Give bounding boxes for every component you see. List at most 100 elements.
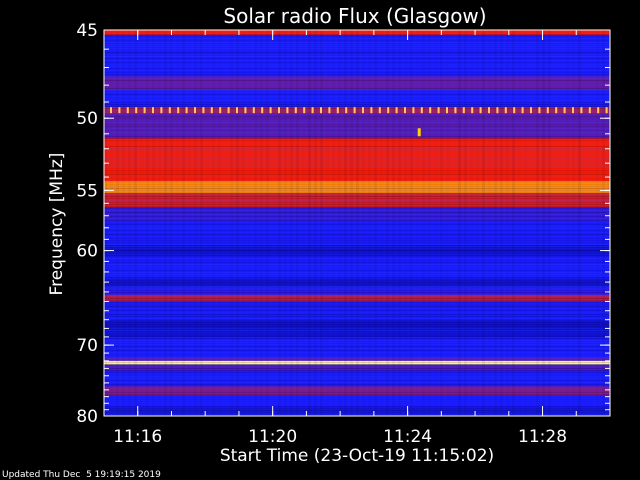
noise-streak bbox=[104, 388, 610, 389]
noise-streak bbox=[104, 398, 610, 399]
interference-dot bbox=[429, 107, 432, 114]
interference-dot bbox=[168, 107, 171, 114]
noise-streak bbox=[104, 58, 610, 59]
noise-streak bbox=[104, 360, 610, 361]
noise-streak bbox=[104, 146, 610, 147]
noise-streak bbox=[104, 102, 610, 103]
noise-streak bbox=[104, 402, 610, 403]
noise-streak bbox=[104, 154, 610, 155]
frequency-band bbox=[104, 319, 610, 337]
update-footer: Updated Thu Dec 5 19:19:15 2019 bbox=[2, 470, 161, 480]
x-tick-label: 11:20 bbox=[248, 427, 297, 447]
noise-streak bbox=[104, 74, 610, 75]
interference-dot bbox=[454, 107, 457, 114]
noise-column bbox=[434, 30, 437, 416]
burst-spike-mark bbox=[417, 128, 421, 137]
noise-column bbox=[164, 30, 167, 416]
noise-streak bbox=[104, 192, 610, 193]
noise-streak bbox=[104, 214, 610, 215]
noise-streak bbox=[104, 268, 610, 269]
interference-dot bbox=[244, 107, 247, 114]
noise-streak bbox=[104, 406, 610, 407]
noise-column bbox=[398, 30, 401, 416]
noise-column bbox=[140, 30, 143, 416]
noise-streak bbox=[104, 276, 610, 277]
noise-streak bbox=[104, 304, 610, 305]
interference-dot bbox=[177, 107, 180, 114]
noise-streak bbox=[104, 126, 610, 127]
frequency-band bbox=[104, 364, 610, 371]
x-tick-label: 11:16 bbox=[113, 427, 162, 447]
noise-streak bbox=[104, 404, 610, 405]
noise-streak bbox=[104, 198, 610, 199]
noise-streak bbox=[104, 270, 610, 271]
interference-dot bbox=[294, 107, 297, 114]
noise-streak bbox=[104, 264, 610, 265]
noise-column bbox=[458, 30, 461, 416]
noise-streak bbox=[104, 212, 610, 213]
interference-dot bbox=[378, 107, 381, 114]
interference-dot bbox=[252, 107, 255, 114]
spectrogram-bands bbox=[104, 30, 610, 416]
noise-streak bbox=[104, 240, 610, 241]
noise-streak bbox=[104, 296, 610, 297]
noise-column bbox=[596, 30, 599, 416]
noise-column bbox=[428, 30, 431, 416]
noise-streak bbox=[104, 64, 610, 65]
noise-streak bbox=[104, 100, 610, 101]
interference-dot bbox=[471, 107, 474, 114]
noise-streak bbox=[104, 256, 610, 257]
interference-dot bbox=[236, 107, 238, 114]
noise-streak bbox=[104, 316, 610, 317]
noise-streak bbox=[104, 70, 610, 71]
noise-streak bbox=[104, 334, 610, 335]
noise-streak bbox=[104, 44, 610, 45]
frequency-band bbox=[104, 76, 610, 91]
noise-streak bbox=[104, 62, 610, 63]
noise-streak bbox=[104, 306, 610, 307]
noise-column bbox=[266, 30, 269, 416]
noise-column bbox=[224, 30, 227, 416]
interference-dot bbox=[488, 107, 490, 114]
noise-streak bbox=[104, 90, 610, 91]
plot-frame bbox=[103, 29, 611, 417]
noise-streak bbox=[104, 202, 610, 203]
x-axis: 11:16 11:20 11:24 11:28 bbox=[103, 30, 611, 447]
noise-streak bbox=[104, 310, 610, 311]
noise-streak bbox=[104, 232, 610, 233]
frequency-band bbox=[104, 301, 610, 320]
interference-dot bbox=[479, 107, 482, 114]
noise-streak bbox=[104, 408, 610, 409]
noise-column bbox=[482, 30, 485, 416]
noise-streak bbox=[104, 134, 610, 135]
noise-column bbox=[188, 30, 191, 416]
y-tick-label: 80 bbox=[76, 407, 98, 427]
noise-streak bbox=[104, 120, 610, 121]
noise-streak bbox=[104, 374, 610, 375]
noise-column bbox=[254, 30, 257, 416]
noise-streak bbox=[104, 144, 610, 145]
noise-column bbox=[308, 30, 311, 416]
noise-streak bbox=[104, 266, 610, 267]
interference-dot bbox=[588, 107, 591, 114]
noise-streak bbox=[104, 278, 610, 279]
noise-column bbox=[506, 30, 509, 416]
noise-streak bbox=[104, 150, 610, 151]
noise-streak bbox=[104, 382, 610, 383]
noise-streak bbox=[104, 68, 610, 69]
interference-dot bbox=[353, 107, 356, 114]
interference-dot bbox=[546, 107, 549, 114]
interference-dot bbox=[496, 107, 499, 114]
frequency-band bbox=[104, 277, 610, 288]
noise-streak bbox=[104, 80, 610, 81]
noise-streak bbox=[104, 358, 610, 359]
noise-streak bbox=[104, 148, 610, 149]
noise-streak bbox=[104, 46, 610, 47]
noise-streak bbox=[104, 84, 610, 85]
frequency-band bbox=[104, 256, 610, 278]
noise-streak bbox=[104, 324, 610, 325]
noise-streak bbox=[104, 280, 610, 281]
noise-column bbox=[422, 30, 425, 416]
interference-dot bbox=[362, 107, 364, 114]
noise-streak bbox=[104, 272, 610, 273]
